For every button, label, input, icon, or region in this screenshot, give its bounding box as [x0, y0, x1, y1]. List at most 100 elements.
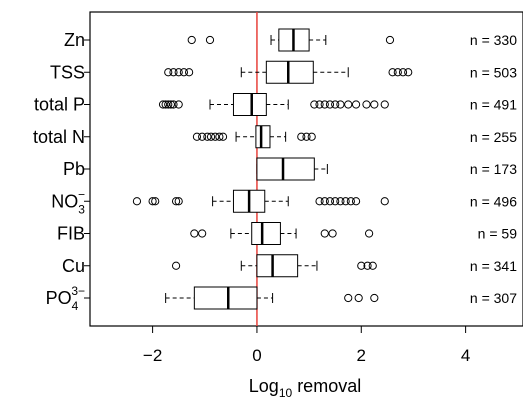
box-6 — [190, 222, 374, 245]
outlier-point — [346, 197, 355, 206]
iqr-box — [232, 93, 267, 116]
box-4 — [256, 157, 328, 181]
outlier-point — [297, 132, 306, 141]
category-label: Pb — [63, 159, 85, 179]
iqr-box — [256, 254, 299, 278]
outlier-point — [203, 132, 212, 141]
category-label: Zn — [64, 30, 85, 50]
category-label-text: total N — [33, 127, 85, 147]
outlier-point — [179, 68, 189, 77]
category-label: NO3− — [51, 187, 85, 216]
category-label-text: Cu — [62, 256, 85, 276]
outlier-point — [187, 35, 196, 45]
category-label-subscript: 4 — [72, 299, 79, 313]
sample-size-label: n = 503 — [470, 64, 517, 80]
category-label: TSS — [50, 62, 85, 82]
x-tick-label: −2 — [143, 346, 162, 365]
plot-frame — [89, 11, 523, 327]
outlier-point — [166, 100, 175, 109]
outlier-point — [385, 35, 395, 45]
x-tick-label: 2 — [357, 346, 366, 365]
sample-size-label: n = 496 — [470, 193, 517, 209]
x-axis-label: Log10 removal — [249, 376, 361, 400]
outlier-point — [164, 68, 173, 77]
box-5 — [132, 189, 389, 213]
outlier-point — [351, 197, 361, 206]
box-2 — [158, 93, 389, 116]
outlier-point — [328, 229, 337, 238]
iqr-box — [251, 222, 281, 245]
outlier-point — [205, 35, 215, 45]
iqr-box — [256, 157, 315, 181]
box-8 — [165, 286, 379, 310]
outlier-point — [211, 132, 220, 141]
outlier-point — [388, 68, 397, 77]
outlier-point — [315, 197, 324, 206]
outlier-point — [344, 293, 353, 303]
sample-size-labels: n = 330 n = 503 n = 491 n = 255 n = 173 n = 4… — [470, 32, 517, 306]
outlier-point — [132, 197, 142, 206]
outlier-point — [341, 197, 350, 206]
outlier-point — [169, 100, 178, 109]
outlier-point — [158, 100, 168, 109]
category-label: PO43− — [46, 284, 85, 313]
box-3 — [192, 125, 316, 149]
outlier-point — [198, 229, 207, 238]
box-0 — [187, 28, 395, 52]
category-label-superscript: − — [78, 187, 85, 201]
sample-size-label: n = 255 — [470, 129, 517, 145]
outlier-point — [325, 197, 335, 206]
category-label: FIB — [57, 224, 85, 244]
category-label: Cu — [62, 256, 85, 276]
outlier-point — [336, 197, 345, 206]
x-axis-label-prefix: Log — [249, 376, 279, 396]
x-axis-label-subscript: 10 — [279, 386, 293, 400]
outlier-point — [192, 132, 202, 141]
iqr-box — [255, 125, 271, 149]
outlier-point — [393, 68, 402, 77]
outlier-point — [307, 132, 316, 141]
outlier-point — [161, 100, 170, 109]
sample-size-label: n = 59 — [478, 226, 518, 242]
outlier-point — [331, 100, 340, 109]
x-axis-label-suffix: removal — [292, 376, 361, 396]
box-1 — [164, 60, 413, 84]
iqr-box — [193, 286, 258, 310]
sample-size-label: n = 491 — [470, 97, 517, 113]
outlier-point — [148, 197, 157, 206]
category-label: total N — [33, 127, 85, 147]
outlier-point — [368, 261, 377, 270]
category-label-text: PO — [46, 288, 72, 308]
category-label-text: Pb — [63, 159, 85, 179]
outlier-point — [171, 197, 181, 206]
outlier-point — [190, 229, 199, 238]
box-7 — [171, 254, 377, 278]
outlier-point — [174, 197, 183, 206]
category-label-text: total P — [34, 95, 85, 115]
sample-size-label: n = 307 — [470, 290, 517, 306]
x-tick-label: 0 — [252, 346, 261, 365]
outlier-point — [331, 197, 340, 206]
outlier-point — [398, 68, 408, 77]
outlier-point — [370, 293, 379, 303]
outlier-point — [218, 132, 228, 141]
outlier-point — [380, 197, 389, 206]
outlier-point — [325, 100, 335, 109]
outlier-point — [320, 197, 329, 206]
sample-size-label: n = 330 — [470, 32, 517, 48]
outlier-point — [215, 132, 224, 141]
outlier-point — [185, 68, 194, 77]
category-label: total P — [34, 95, 85, 115]
outlier-point — [365, 229, 374, 238]
outlier-point — [362, 100, 371, 109]
sample-size-label: n = 341 — [470, 258, 517, 274]
outlier-point — [171, 261, 181, 270]
outlier-point — [164, 100, 173, 109]
category-label-subscript: 3 — [78, 202, 85, 216]
outlier-point — [320, 100, 329, 109]
plot-area — [132, 12, 413, 326]
sample-size-label: n = 173 — [470, 161, 517, 177]
outlier-point — [351, 100, 361, 109]
